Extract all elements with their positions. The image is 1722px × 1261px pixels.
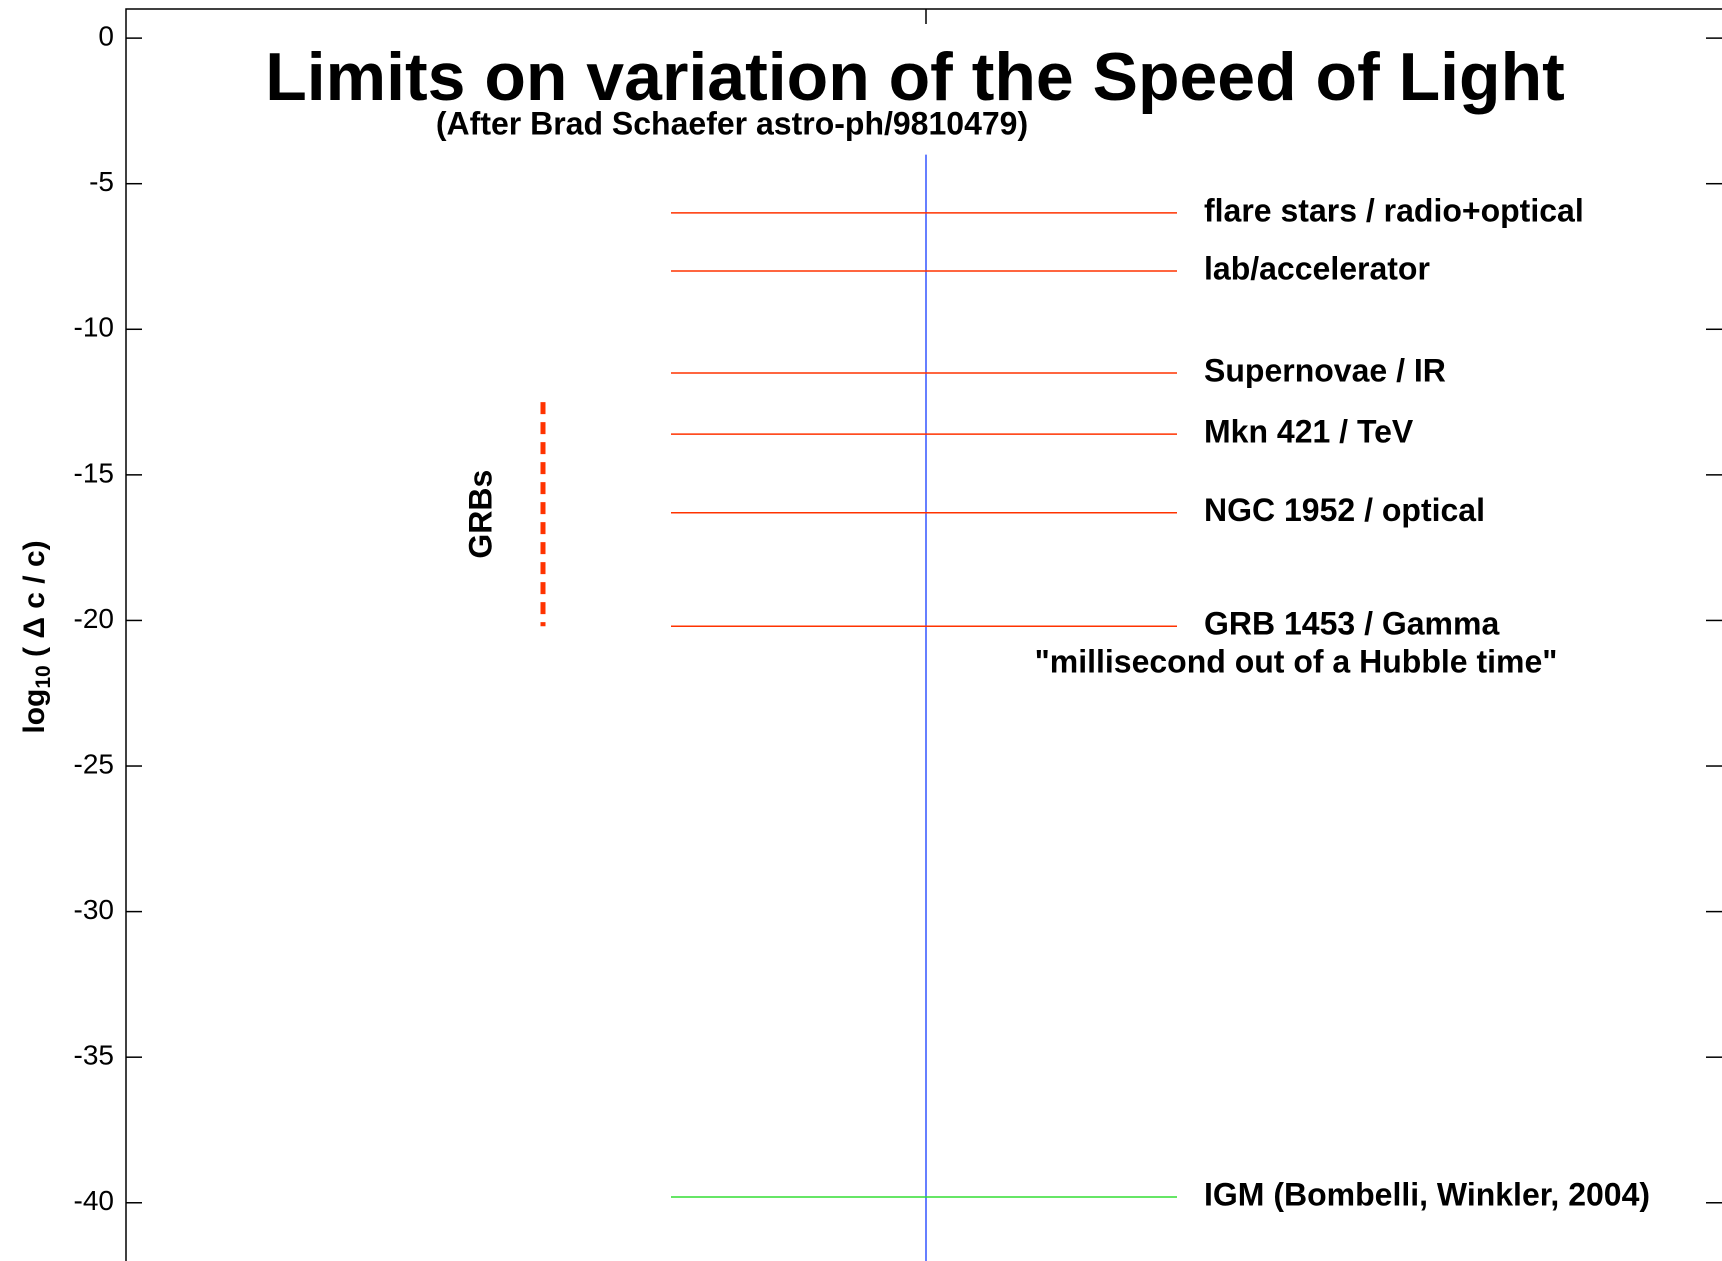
y-label-subscript: 10: [32, 665, 55, 688]
y-tick-label: -10: [74, 312, 114, 343]
limit-label: flare stars / radio+optical: [1204, 192, 1584, 228]
y-tick-label: -40: [74, 1185, 114, 1216]
y-tick-label: -15: [74, 457, 114, 488]
y-tick-label: -30: [74, 894, 114, 925]
limit-label: NGC 1952 / optical: [1204, 492, 1485, 528]
y-label-part: log: [18, 689, 51, 734]
limit-label: IGM (Bombelli, Winkler, 2004): [1204, 1176, 1650, 1212]
limit-label: GRB 1453 / Gamma: [1204, 606, 1499, 642]
chart-subtitle: (After Brad Schaefer astro-ph/9810479): [436, 105, 1028, 141]
y-tick-label: -35: [74, 1040, 114, 1071]
y-tick-label: -25: [74, 748, 114, 779]
range-label: GRBs: [462, 470, 498, 559]
y-axis-label: log10 ( Δ c / c): [18, 540, 55, 733]
y-tick-label: -20: [74, 603, 114, 634]
annotation: "millisecond out of a Hubble time": [1035, 644, 1558, 680]
limit-label: Supernovae / IR: [1204, 352, 1446, 388]
limit-label: lab/accelerator: [1204, 250, 1430, 286]
limit-label: Mkn 421 / TeV: [1204, 414, 1414, 450]
y-label-part: ( Δ c / c): [18, 540, 51, 665]
y-tick-label: -5: [89, 166, 114, 197]
y-tick-label: 0: [98, 21, 114, 52]
chart-title: Limits on variation of the Speed of Ligh…: [265, 39, 1565, 115]
